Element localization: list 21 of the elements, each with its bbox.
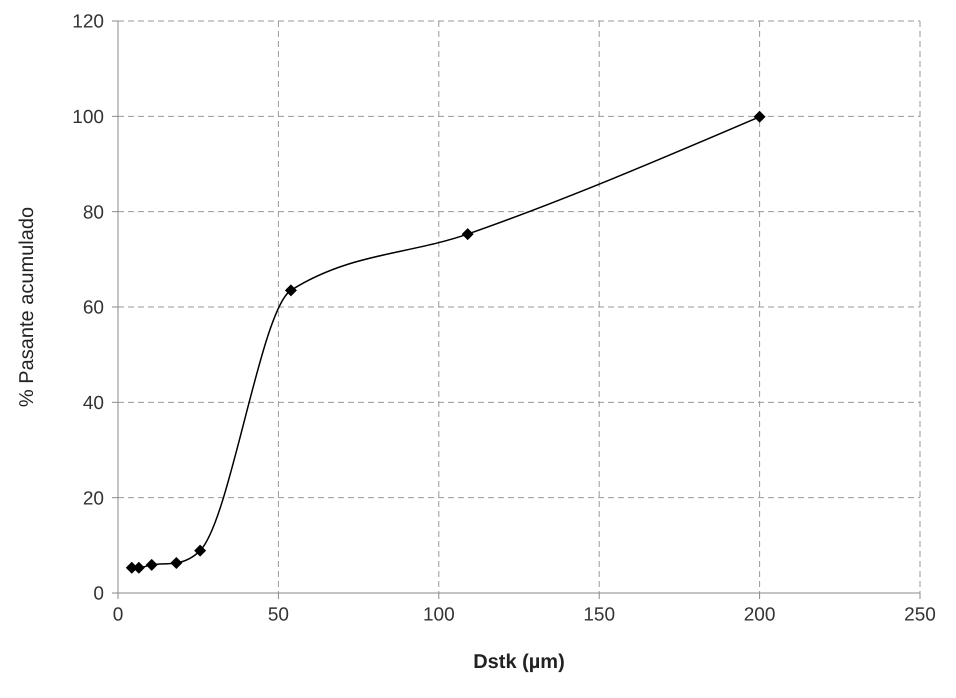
point bbox=[170, 556, 182, 569]
point bbox=[754, 110, 766, 123]
y-tick-label: 40 bbox=[82, 393, 104, 414]
point bbox=[462, 228, 474, 240]
x-axis-title: Dstk (µm) bbox=[473, 651, 565, 673]
y-axis-title: % Pasante acumulado bbox=[16, 206, 38, 408]
y-tick-label: 0 bbox=[93, 584, 104, 605]
y-tick-label: 20 bbox=[82, 488, 104, 510]
x-tick-label: 50 bbox=[268, 604, 289, 626]
x-tick-label: 150 bbox=[583, 604, 616, 626]
point bbox=[194, 544, 206, 557]
y-tick-label: 60 bbox=[82, 298, 104, 319]
x-tick-label: 200 bbox=[744, 604, 776, 626]
y-tick-label: 120 bbox=[72, 12, 104, 33]
x-tick-label: 250 bbox=[904, 604, 936, 626]
y-tick-label: 100 bbox=[72, 107, 104, 128]
point bbox=[146, 558, 158, 571]
x-tick-label: 100 bbox=[422, 604, 455, 626]
point bbox=[284, 284, 297, 296]
x-tick-label: 0 bbox=[112, 604, 124, 626]
y-tick-label: 80 bbox=[82, 202, 104, 224]
